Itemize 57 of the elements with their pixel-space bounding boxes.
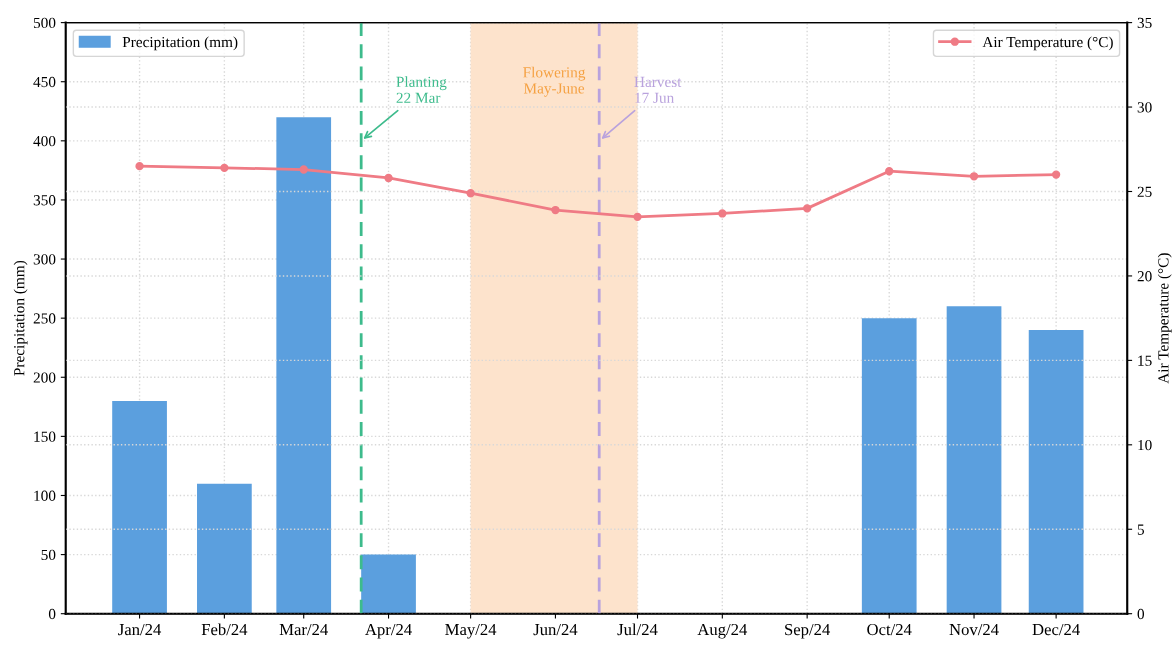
x-tick-label: Dec/24 (1032, 623, 1080, 636)
y2-tick-label: 30 (1137, 102, 1152, 113)
x-tick-label: Jun/24 (533, 623, 578, 636)
y-tick-label: 50 (41, 549, 56, 561)
x-tick-label: Feb/24 (201, 623, 248, 636)
y-tick-label: 450 (33, 76, 56, 88)
bar (361, 554, 416, 614)
y-tick-label: 250 (33, 313, 56, 324)
x-tick-label: Sep/24 (785, 623, 831, 639)
bar (276, 117, 332, 614)
point (802, 204, 812, 213)
legend-label: Air Temperature (°C) (982, 36, 1113, 51)
y-tick-label: 200 (33, 372, 56, 383)
x-tick-label: Nov/24 (949, 623, 999, 636)
y-tick-label: 150 (34, 431, 56, 442)
x-tick-label: Apr/24 (365, 623, 412, 639)
point (718, 209, 727, 218)
y2-tick-label: 0 (1137, 608, 1145, 620)
point (466, 189, 475, 198)
x-tick-label: Jul/24 (617, 623, 658, 636)
point (135, 161, 144, 171)
point (885, 167, 894, 176)
point (633, 212, 642, 221)
x-tick-label: Jan/24 (118, 623, 162, 636)
y-tick-label: 500 (33, 17, 56, 29)
ref-line-label: Harvest 17 Jun (634, 76, 682, 103)
point (1051, 170, 1061, 179)
x-tick-label: May/24 (445, 623, 497, 639)
y-tick-label: 0 (48, 608, 56, 620)
y-tick-label: 100 (34, 490, 56, 501)
bar (112, 400, 167, 614)
y2-tick-label: 20 (1137, 271, 1152, 282)
band-label: Flowering May-June (523, 66, 586, 97)
y2-tick-label: 5 (1137, 524, 1145, 535)
y2-tick-label: 25 (1137, 186, 1152, 197)
y-axis-title: Precipitation (mm) (13, 260, 28, 376)
y-tick-label: 350 (33, 195, 56, 206)
point (384, 173, 393, 183)
bar (946, 306, 1002, 614)
y-tick-label: 400 (33, 135, 56, 147)
x-tick-label: Oct/24 (867, 623, 912, 636)
ref-line-label: Planting 22 Mar (396, 76, 447, 103)
bar (197, 483, 252, 614)
y2-tick-label: 35 (1137, 17, 1152, 29)
bar (1028, 329, 1084, 614)
y-tick-label: 300 (33, 254, 56, 265)
bar (861, 318, 917, 614)
y2-axis-title: Air Temperature (°C) (1157, 253, 1172, 384)
point (551, 205, 560, 215)
y2-tick-label: 10 (1138, 439, 1152, 451)
x-tick-label: Aug/24 (697, 623, 748, 639)
point (969, 172, 979, 181)
y2-tick-label: 15 (1138, 355, 1152, 366)
point (299, 165, 308, 174)
point (220, 163, 229, 173)
x-tick-label: Mar/24 (279, 623, 328, 636)
legend-label: Precipitation (mm) (122, 36, 238, 51)
